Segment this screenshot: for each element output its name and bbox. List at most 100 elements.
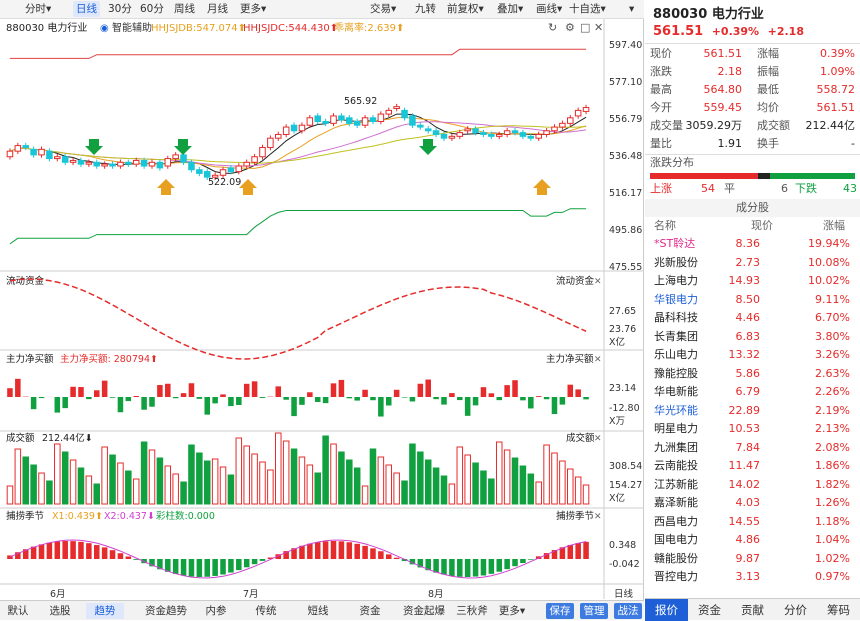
tab-60min[interactable]: 60分 xyxy=(137,1,167,17)
col-name[interactable]: 名称 xyxy=(654,217,676,235)
arrow-shape xyxy=(157,179,175,195)
net-bar xyxy=(425,380,431,397)
volume-bar xyxy=(323,436,329,504)
btn-manage[interactable]: 管理 xyxy=(580,603,608,619)
stock-price: 4.86 xyxy=(736,531,761,549)
btn-default[interactable]: 默认 xyxy=(2,603,34,619)
close-icon[interactable]: ✕ xyxy=(594,21,603,34)
sell-signal-icon xyxy=(419,139,437,155)
volume-bars xyxy=(7,433,589,504)
panel-close-icon[interactable]: ✕ xyxy=(594,355,602,365)
btn-select-stock[interactable]: 选股 xyxy=(44,603,76,619)
btn-fund-trend[interactable]: 资金趋势 xyxy=(138,603,194,619)
expand-icon[interactable]: □ xyxy=(580,21,590,34)
tab-chips[interactable]: 筹码 xyxy=(817,599,860,621)
tab-monthly[interactable]: 月线 xyxy=(204,1,231,17)
btn-three-axe[interactable]: 三秋斧 xyxy=(454,603,490,619)
volume-bar xyxy=(86,476,92,504)
tab-daily[interactable]: 日线 xyxy=(73,1,100,17)
quote-label: 换手 xyxy=(757,135,779,153)
sell-signal-icon xyxy=(174,139,192,155)
btn-traditional[interactable]: 传统 xyxy=(250,603,282,619)
tab-fund[interactable]: 资金 xyxy=(688,599,731,621)
stock-name: 九洲集团 xyxy=(654,439,698,457)
btn-save[interactable]: 保存 xyxy=(546,603,574,619)
candle-body xyxy=(520,133,526,137)
nine-turn-button[interactable]: 九转 xyxy=(412,1,439,17)
volume-bar xyxy=(449,484,455,504)
season-bar xyxy=(583,542,589,559)
stock-price: 4.03 xyxy=(736,494,761,512)
tab-intraday[interactable]: 分时▾ xyxy=(22,1,54,17)
col-price[interactable]: 现价 xyxy=(751,217,773,235)
x-tick: 6月 xyxy=(50,589,66,600)
season-bar xyxy=(457,559,463,577)
net-bar xyxy=(418,384,424,397)
settings-icon[interactable]: ⚙ xyxy=(565,21,575,34)
net-bar xyxy=(489,393,495,397)
tab-30min[interactable]: 30分 xyxy=(105,1,135,17)
btn-insider[interactable]: 内参 xyxy=(200,603,232,619)
panel-close-icon[interactable]: ✕ xyxy=(594,434,602,444)
season-bar xyxy=(496,559,502,572)
smart-assist-label[interactable]: 智能辅助 xyxy=(112,21,152,34)
adjust-menu[interactable]: 前复权▾ xyxy=(444,1,487,17)
tab-contribution[interactable]: 贡献 xyxy=(731,599,774,621)
trade-menu[interactable]: 交易▾ xyxy=(367,1,399,17)
add-watchlist-button[interactable]: 十自选▾ xyxy=(566,1,609,17)
candle-body xyxy=(118,162,124,166)
net-bar xyxy=(331,383,337,397)
btn-fund-burst[interactable]: 资金起爆 xyxy=(396,603,452,619)
stock-price: 8.36 xyxy=(736,235,761,253)
col-pct[interactable]: 涨幅 xyxy=(823,217,845,235)
overlay-menu[interactable]: 叠加▾ xyxy=(494,1,526,17)
season-bars xyxy=(7,540,589,578)
btn-trend[interactable]: 趋势 xyxy=(86,603,124,619)
btn-short-term[interactable]: 短线 xyxy=(302,603,334,619)
btn-more[interactable]: 更多▾ xyxy=(494,603,530,619)
toolbar-more-icon[interactable]: ▾ xyxy=(626,1,637,17)
btn-fund[interactable]: 资金 xyxy=(354,603,386,619)
smart-assist-toggle[interactable]: ◉ xyxy=(100,23,109,34)
panel-close-icon[interactable]: ✕ xyxy=(594,277,602,287)
tab-more[interactable]: 更多▾ xyxy=(237,1,269,17)
volume-bar xyxy=(110,455,116,504)
stock-name: 赣能股份 xyxy=(654,550,698,568)
draw-line-menu[interactable]: 画线▾ xyxy=(533,1,565,17)
btn-tactics[interactable]: 战法 xyxy=(614,603,642,619)
tab-quote[interactable]: 报价 xyxy=(645,599,688,621)
season-bar xyxy=(323,541,329,559)
candle-body xyxy=(489,134,495,136)
x-tick: 7月 xyxy=(243,589,259,600)
tab-price-dist[interactable]: 分价 xyxy=(774,599,817,621)
y-tick: -12.80 xyxy=(609,403,640,414)
refresh-icon[interactable]: ↻ xyxy=(548,21,557,34)
tab-weekly[interactable]: 周线 xyxy=(171,1,198,17)
stock-name: 西昌电力 xyxy=(654,513,698,531)
panel-close-icon[interactable]: ✕ xyxy=(594,512,602,522)
candle-body xyxy=(110,164,116,166)
candle-body xyxy=(157,162,163,168)
